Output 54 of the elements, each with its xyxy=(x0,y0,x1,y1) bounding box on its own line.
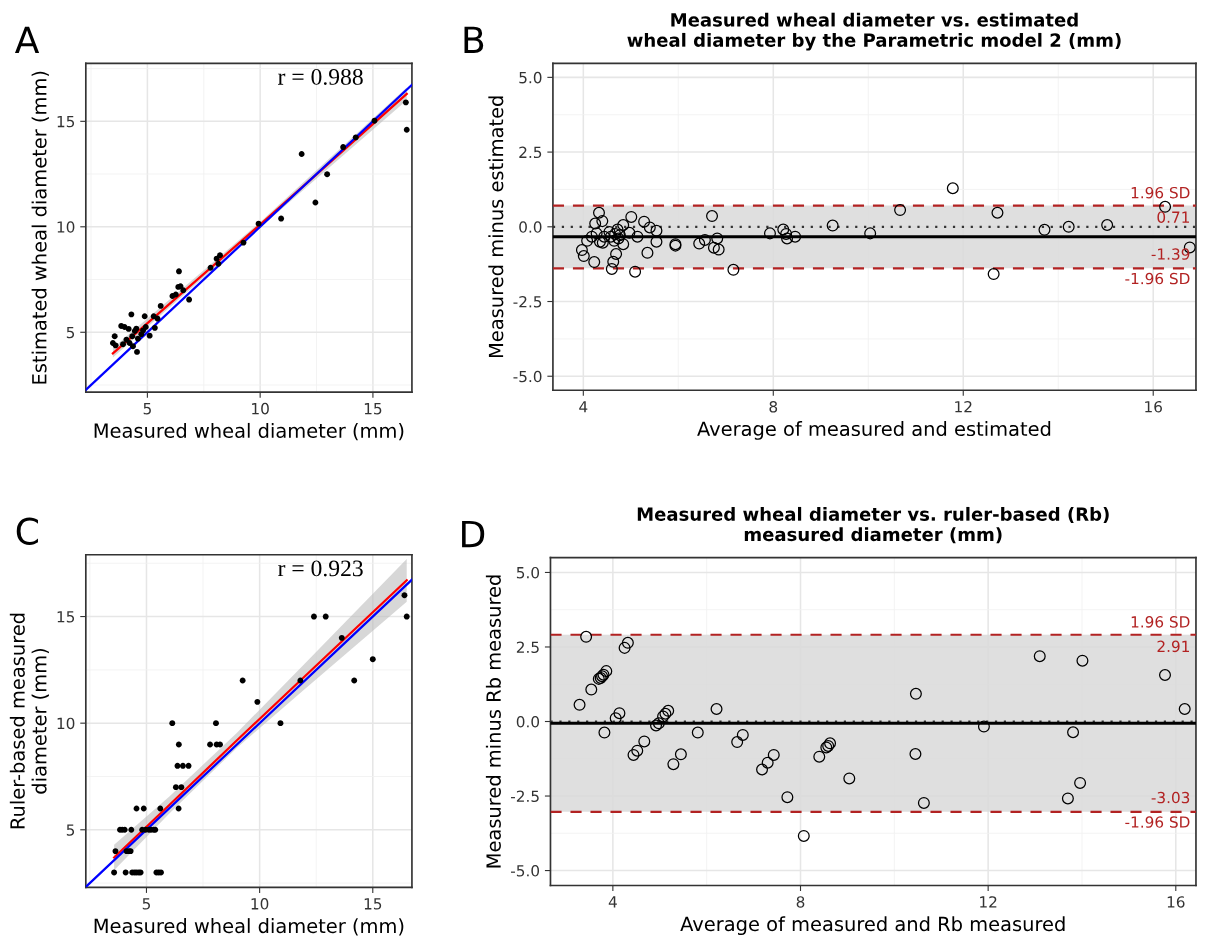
y-tick-label: -5.0 xyxy=(513,370,542,383)
annotation: 2.91 xyxy=(1157,640,1189,653)
annotation: 0.71 xyxy=(1157,211,1189,223)
x-tick-label: 15 xyxy=(364,898,382,910)
annotation: r = 0.988 xyxy=(278,68,363,85)
x-tick-label: 5 xyxy=(142,898,150,910)
x-tick-label: 4 xyxy=(579,401,588,413)
y-tick-label: 5 xyxy=(66,326,75,339)
ref-line-label: -1.96 SD xyxy=(1125,272,1190,285)
annotation: r = 0.923 xyxy=(278,560,363,577)
x-tick-label: 8 xyxy=(796,896,805,908)
y-tick-label: 10 xyxy=(57,221,75,233)
annotation: -1.39 xyxy=(1151,248,1190,260)
x-tick-label: 4 xyxy=(608,896,617,908)
x-tick-label: 12 xyxy=(980,896,997,908)
x-axis-title: Average of measured and Rb measured xyxy=(680,916,1065,936)
x-axis-title: Average of measured and estimated xyxy=(697,421,1051,440)
y-tick-label: 0.0 xyxy=(519,221,542,233)
text: A xyxy=(14,26,40,53)
y-tick-label: 5 xyxy=(66,824,75,836)
y-tick-label: 2.5 xyxy=(519,146,542,159)
text: D xyxy=(462,520,485,548)
y-tick-label: 2.5 xyxy=(516,641,539,653)
x-tick-label: 10 xyxy=(252,402,269,415)
x-axis-title: Measured wheal diameter (mm) xyxy=(94,422,404,441)
chart-title: Measured wheal diameter vs. ruler-based (Rb) measured diameter (mm) xyxy=(637,506,1109,544)
y-tick-label: 5.0 xyxy=(519,71,542,84)
y-tick-label: 15 xyxy=(57,611,75,623)
y-tick-label: -2.5 xyxy=(513,295,542,308)
x-tick-label: 12 xyxy=(955,400,972,413)
ref-line-label: -1.96 SD xyxy=(1125,816,1190,828)
y-tick-label: 5.0 xyxy=(516,566,540,579)
y-tick-label: 0.0 xyxy=(516,715,540,728)
y-tick-label: 15 xyxy=(57,115,75,128)
x-tick-label: 5 xyxy=(143,403,151,415)
ref-line-label: 1.96 SD xyxy=(1131,186,1190,199)
y-tick-label: 10 xyxy=(57,717,75,730)
text: B xyxy=(464,26,484,53)
x-axis-title: Measured wheal diameter (mm) xyxy=(94,918,404,936)
x-tick-label: 16 xyxy=(1145,400,1162,413)
x-tick-label: 16 xyxy=(1167,896,1185,908)
x-tick-label: 10 xyxy=(251,898,269,910)
ref-line-label: 1.96 SD xyxy=(1131,616,1190,628)
y-tick-label: -5.0 xyxy=(511,865,540,877)
x-tick-label: 8 xyxy=(769,400,778,413)
annotation: -3.03 xyxy=(1151,791,1190,804)
y-tick-label: -2.5 xyxy=(511,790,539,803)
chart-title: Measured wheal diameter vs. estimated wheal diameter by the Parametric model 2 (mm) xyxy=(627,12,1121,51)
x-tick-label: 15 xyxy=(364,403,382,415)
y-axis-title: Measured minus estimated xyxy=(488,96,504,358)
y-axis-title: Measured minus Rb measured xyxy=(485,575,501,868)
y-axis-title: Estimated wheal diameter (mm) xyxy=(31,71,49,384)
y-axis-title: Ruler-based measured diameter (mm) xyxy=(9,613,49,829)
text: C xyxy=(16,517,38,545)
